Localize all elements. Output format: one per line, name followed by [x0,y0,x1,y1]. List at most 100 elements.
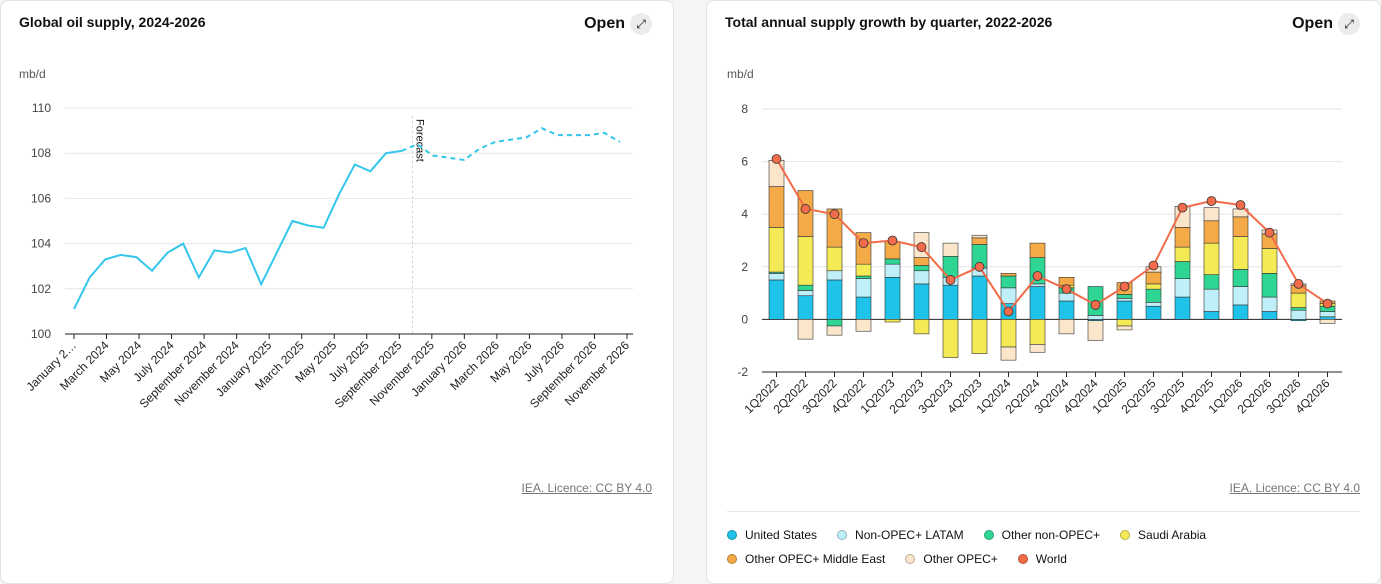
y-tick-label: 102 [31,282,51,296]
bar-segment [1145,283,1162,290]
world-point [1293,278,1304,289]
supply-growth-card: Total annual supply growth by quarter, 2… [706,0,1381,584]
y-axis-unit: mb/d [727,67,754,81]
world-point [1235,200,1246,210]
bar-segment [855,263,872,277]
bar-segment [1000,273,1017,277]
bar-segment [971,319,988,354]
world-point [1061,284,1072,295]
legend-item[interactable]: Saudi Arabia [1120,528,1206,542]
bar-segment [1116,325,1133,331]
world-point [800,204,811,214]
bar-segment [768,279,785,320]
bar-segment [1232,269,1249,287]
stacked-bar-chart: -2024681Q20222Q20223Q20224Q20221Q20232Q2… [737,102,1342,416]
bar-segment [1174,227,1191,248]
bar-segment [855,278,872,298]
bar-segment [826,319,843,327]
bar-segment [797,284,814,291]
bar-segment [971,234,988,239]
bar-segment [1203,311,1220,320]
bar-segment [826,325,843,336]
bar-segment [1087,320,1104,341]
y-tick-label: 104 [31,237,51,251]
licence-link[interactable]: IEA. Licence: CC BY 4.0 [521,481,652,495]
bar-segment [1145,271,1162,285]
bar-segment [797,295,814,320]
world-point [1003,306,1014,317]
world-point [858,238,869,249]
world-point [829,209,840,220]
bar-segment [1174,246,1191,262]
bar-segment [1058,277,1075,286]
bar-segment [884,258,901,265]
legend-swatch [1017,554,1028,564]
legend-item[interactable]: World [1017,552,1067,566]
legend-item[interactable]: Other OPEC+ [905,552,998,566]
bar-segment [1029,286,1046,320]
bar-segment [1203,207,1220,222]
legend-item[interactable]: Non-OPEC+ LATAM [837,528,964,542]
bar-segment [1319,319,1336,324]
legend-label: Non-OPEC+ LATAM [855,528,964,542]
y-tick-label: 110 [32,101,51,115]
bar-segment [1000,287,1017,304]
bar-segment [1261,296,1278,312]
legend-label: United States [745,528,818,542]
bar-segment [942,319,959,358]
bar-segment [1000,346,1017,361]
legend: United States Non-OPEC+ LATAM Other non-OP… [727,528,1347,566]
world-point [1032,271,1043,281]
bar-segment [1029,319,1046,345]
series-line-actual [73,149,402,310]
y-axis-unit: mb/d [19,67,46,81]
legend-item[interactable]: United States [727,528,817,542]
bar-segment [855,319,872,332]
expand-icon[interactable]: ⤢ [630,13,652,35]
bar-segment [884,277,901,320]
bar-segment [1174,261,1191,279]
bar-segment [768,159,785,187]
legend-swatch [727,554,737,564]
legend-item[interactable]: Other non-OPEC+ [983,528,1101,542]
licence-link[interactable]: IEA. Licence: CC BY 4.0 [1229,481,1360,495]
legend-swatch [727,530,737,540]
bar-segment [1145,288,1162,303]
bar-segment [913,270,930,285]
y-tick-label: 108 [31,146,51,160]
bar-segment [855,296,872,320]
bar-segment [1261,311,1278,320]
bar-segment [1290,307,1307,311]
legend-label: Other non-OPEC+ [1001,528,1101,542]
bar-segment [1319,311,1336,318]
open-label: Open [1292,15,1333,32]
bar-segment [1232,236,1249,270]
bar-segment [1000,275,1017,289]
bar-segment [826,279,843,320]
legend-swatch [837,530,848,540]
open-button[interactable]: Open ⤢ [584,13,652,35]
bar-segment [1290,309,1307,320]
bar-segment [1145,302,1162,307]
bar-segment [913,265,930,272]
bar-segment [884,263,901,278]
open-button[interactable]: Open ⤢ [1292,13,1360,35]
world-point [1264,227,1275,238]
world-point [974,261,985,272]
bar-segment [1000,319,1017,348]
bar-segment [913,257,930,266]
world-point [1090,300,1101,310]
world-point [1148,260,1159,271]
bar-segment [1203,288,1220,312]
bar-segment [884,319,901,323]
legend-item[interactable]: Other OPEC+ Middle East [727,552,885,566]
bar-segment [826,246,843,272]
bar-segment [913,283,930,320]
y-tick-label: 0 [741,312,748,326]
world-point [945,275,956,285]
bar-segment [797,319,814,340]
expand-icon[interactable]: ⤢ [1338,13,1360,35]
bar-segment [1232,216,1249,237]
bar-segment [826,270,843,281]
